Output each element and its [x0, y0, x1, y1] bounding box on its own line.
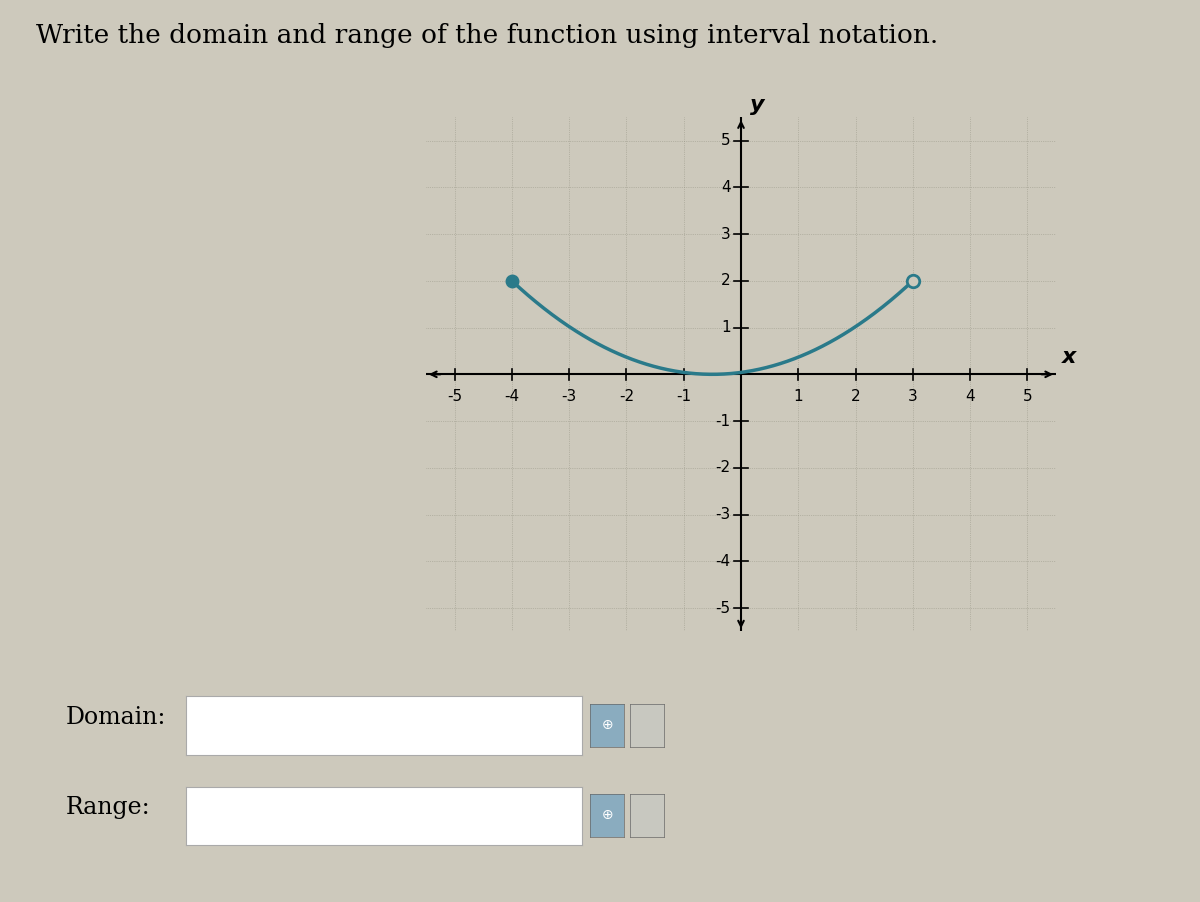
Text: 4: 4	[721, 179, 731, 195]
Text: Range:: Range:	[66, 796, 151, 819]
Text: 1: 1	[721, 320, 731, 335]
Text: x: x	[1062, 347, 1076, 367]
Text: -4: -4	[715, 554, 731, 569]
Text: -2: -2	[619, 390, 634, 404]
Text: y: y	[750, 95, 764, 115]
Text: ⊕: ⊕	[601, 808, 613, 823]
Text: 5: 5	[721, 133, 731, 148]
Text: Write the domain and range of the function using interval notation.: Write the domain and range of the functi…	[36, 23, 938, 48]
Text: -2: -2	[715, 460, 731, 475]
Text: 4: 4	[965, 390, 974, 404]
Text: 2: 2	[851, 390, 860, 404]
Text: 3: 3	[908, 390, 918, 404]
Text: 3: 3	[721, 226, 731, 242]
Text: -3: -3	[715, 507, 731, 522]
Text: -4: -4	[504, 390, 520, 404]
Text: -5: -5	[715, 601, 731, 615]
Text: -1: -1	[715, 414, 731, 428]
Text: 5: 5	[1022, 390, 1032, 404]
Text: 2: 2	[721, 273, 731, 289]
Text: -1: -1	[676, 390, 691, 404]
Text: -5: -5	[448, 390, 462, 404]
Text: ⊕: ⊕	[601, 718, 613, 732]
Text: Domain:: Domain:	[66, 705, 167, 729]
Text: -3: -3	[562, 390, 577, 404]
Text: 1: 1	[793, 390, 803, 404]
